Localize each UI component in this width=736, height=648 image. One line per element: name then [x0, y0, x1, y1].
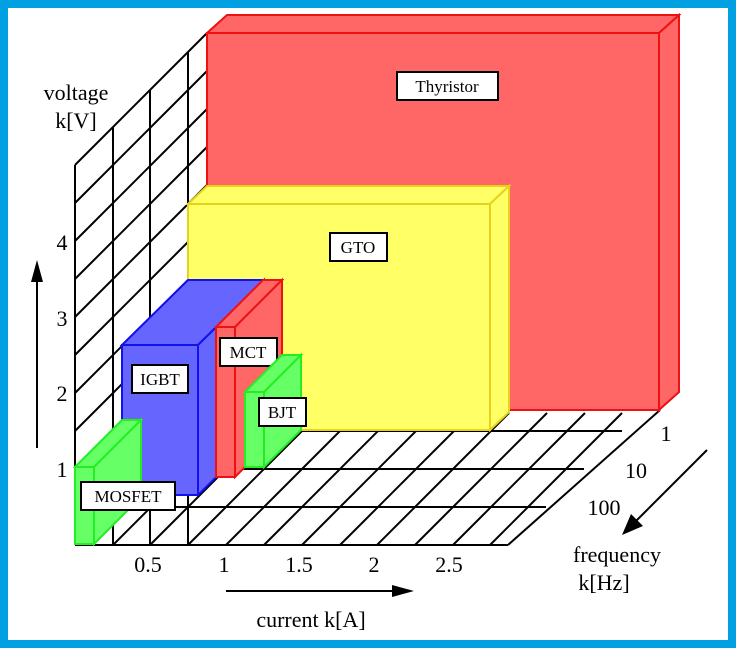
- device-bjt: BJT: [242, 352, 307, 470]
- current-axis: 0.5 1 1.5 2 2.5 current k[A]: [134, 552, 463, 632]
- voltage-unit: k[V]: [55, 108, 97, 133]
- current-arrow-icon: [392, 585, 414, 597]
- voltage-label: voltage: [44, 80, 109, 105]
- label-gto: GTO: [341, 238, 376, 257]
- voltage-tick-4: 4: [57, 230, 68, 255]
- label-mct: MCT: [230, 343, 267, 362]
- voltage-tick-1: 1: [57, 457, 68, 482]
- current-tick-2.5: 2.5: [435, 552, 463, 577]
- frequency-tick-100: 100: [588, 495, 621, 520]
- current-tick-1.5: 1.5: [285, 552, 313, 577]
- frequency-unit: k[Hz]: [578, 570, 629, 595]
- frequency-arrow-icon: [622, 514, 643, 535]
- frequency-axis: 1 10 100 frequency k[Hz]: [573, 421, 708, 595]
- label-thyristor: Thyristor: [415, 77, 479, 96]
- label-mosfet: MOSFET: [94, 487, 162, 506]
- label-bjt: BJT: [268, 403, 297, 422]
- label-igbt: IGBT: [140, 370, 180, 389]
- frequency-arrow-shaft: [635, 449, 708, 522]
- voltage-axis: voltage k[V] 1 2 3 4: [31, 80, 108, 482]
- current-tick-1: 1: [219, 552, 230, 577]
- frequency-tick-10: 10: [625, 458, 647, 483]
- current-tick-2: 2: [369, 552, 380, 577]
- voltage-arrow-icon: [31, 260, 43, 282]
- frequency-tick-1: 1: [661, 421, 672, 446]
- frequency-label: frequency: [573, 542, 661, 567]
- voltage-tick-2: 2: [57, 381, 68, 406]
- current-tick-0.5: 0.5: [134, 552, 162, 577]
- current-label: current k[A]: [256, 607, 365, 632]
- device-mosfet: MOSFET: [72, 417, 176, 547]
- voltage-tick-3: 3: [57, 306, 68, 331]
